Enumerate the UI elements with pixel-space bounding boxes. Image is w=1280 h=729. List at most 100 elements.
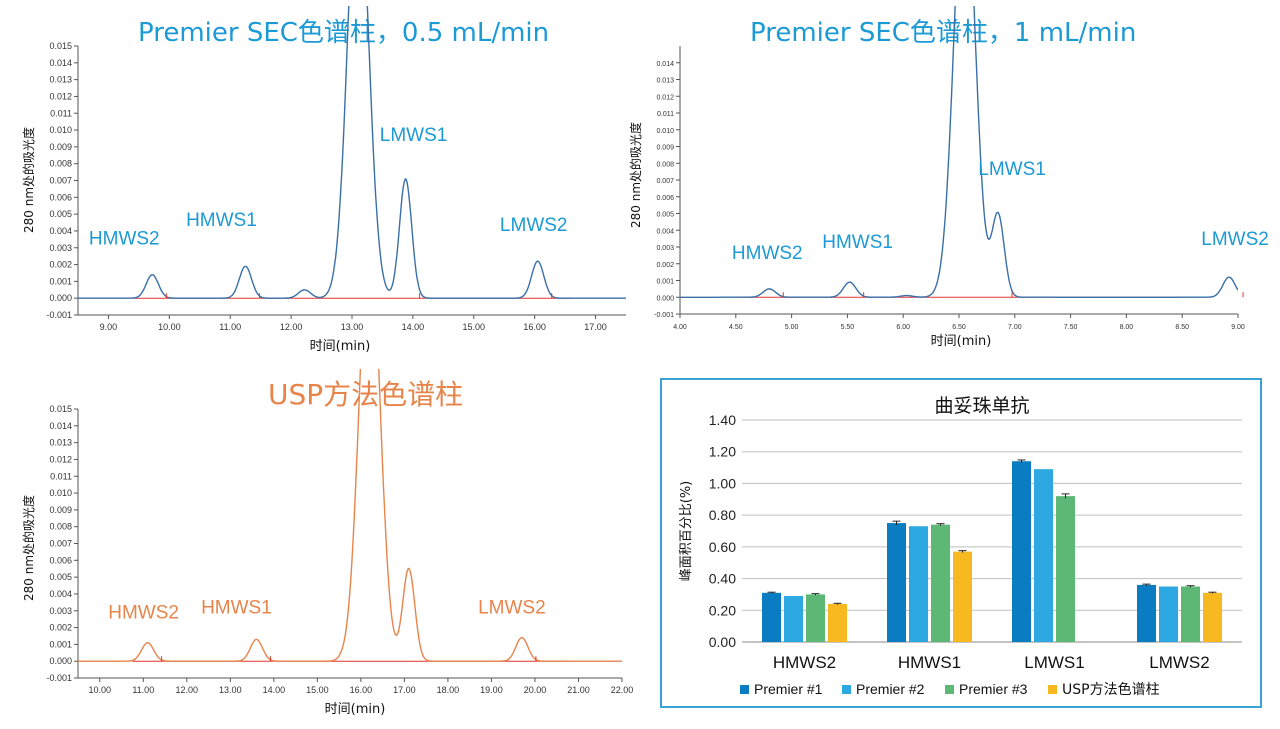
x-tick-label: 10.00 — [158, 322, 181, 332]
y-tick-label: 0.009 — [49, 142, 72, 152]
legend-swatch — [740, 685, 749, 694]
y-tick-label: 0.012 — [49, 454, 72, 464]
y-tick-label: 0.60 — [709, 539, 736, 555]
y-tick-label: 0.008 — [49, 159, 72, 169]
x-tick-label: 17.00 — [584, 322, 607, 332]
y-tick-label: 0.80 — [709, 507, 736, 523]
y-axis-title: 峰面积百分比(%) — [679, 481, 694, 582]
y-tick-label: 0.008 — [656, 161, 674, 168]
y-tick-label: -0.001 — [46, 310, 72, 320]
bar — [1034, 469, 1053, 642]
y-tick-label: 0.015 — [49, 41, 72, 51]
legend-label: Premier #1 — [754, 681, 823, 697]
y-tick-label: 0.010 — [49, 125, 72, 135]
y-tick-label: 0.007 — [656, 178, 674, 185]
y-axis-title: 280 nm处的吸光度 — [21, 127, 36, 233]
y-tick-label: 0.009 — [49, 505, 72, 515]
x-tick-label: 11.00 — [132, 685, 154, 695]
category-label: LMWS1 — [1024, 653, 1084, 672]
x-tick-label: 11.00 — [219, 322, 241, 332]
x-tick-label: 5.00 — [785, 324, 799, 331]
bar — [1159, 586, 1178, 642]
y-tick-label: 0.002 — [656, 262, 674, 269]
y-tick-label: 0.014 — [49, 421, 72, 431]
y-tick-label: 0.006 — [656, 195, 674, 202]
y-tick-label: 0.005 — [656, 212, 674, 219]
x-axis-title: 时间(min) — [310, 339, 371, 354]
y-tick-label: 0.001 — [49, 639, 72, 649]
x-tick-label: 6.00 — [896, 324, 910, 331]
x-tick-label: 22.00 — [611, 685, 634, 695]
y-tick-label: 0.015 — [49, 404, 72, 414]
category-label: LMWS2 — [1149, 653, 1209, 672]
y-tick-label: 0.005 — [49, 209, 72, 219]
bar — [806, 594, 825, 642]
bar-chart-title: 曲妥珠单抗 — [934, 395, 1029, 417]
y-tick-label: 0.006 — [49, 555, 72, 565]
y-tick-label: 0.004 — [656, 228, 674, 235]
legend-label: USP方法色谱柱 — [1062, 681, 1160, 698]
x-tick-label: 13.00 — [341, 322, 364, 332]
x-tick-label: 17.00 — [393, 685, 416, 695]
y-tick-label: 0.007 — [49, 176, 72, 186]
chromatogram-trace — [78, 6, 626, 299]
bar — [1012, 461, 1031, 642]
x-tick-label: 18.00 — [437, 685, 460, 695]
x-axis-title: 时间(min) — [325, 702, 386, 717]
chromatogram-usp: USP方法色谱柱 -0.001 0.000 0.001 0.002 0.003 0.004… — [0, 365, 640, 729]
chart-title: Premier SEC色谱柱，0.5 mL/min — [138, 18, 550, 48]
x-tick-label: 19.00 — [480, 685, 503, 695]
y-axis-title: 280 nm处的吸光度 — [628, 122, 643, 228]
peak-label-hmws1: HMWS1 — [186, 210, 257, 231]
x-tick-label: 16.00 — [523, 322, 546, 332]
x-tick-label: 13.00 — [219, 685, 242, 695]
y-tick-label: 0.012 — [656, 94, 674, 101]
x-tick-label: 14.00 — [263, 685, 286, 695]
y-tick-label: 0.001 — [49, 276, 72, 286]
peak-label-hmws1: HMWS1 — [822, 232, 893, 253]
peak-label-lmws2: LMWS2 — [1201, 229, 1269, 250]
chart-title: USP方法色谱柱 — [268, 378, 464, 411]
x-tick-label: 10.00 — [88, 685, 111, 695]
y-tick-label: 0.009 — [656, 145, 674, 152]
bar — [1056, 496, 1075, 642]
y-tick-label: 0.013 — [49, 75, 72, 85]
y-tick-label: 0.011 — [50, 108, 72, 118]
y-tick-label: 0.004 — [49, 226, 72, 236]
x-tick-label: 5.50 — [841, 324, 855, 331]
y-tick-label: 0.007 — [49, 539, 72, 549]
x-tick-label: 4.50 — [729, 324, 743, 331]
y-tick-label: 0.006 — [49, 192, 72, 202]
legend-label: Premier #2 — [856, 681, 925, 697]
y-tick-label: 0.014 — [656, 61, 674, 68]
y-tick-label: 0.008 — [49, 522, 72, 532]
legend-swatch — [842, 685, 851, 694]
y-tick-label: 0.010 — [656, 128, 674, 135]
legend-swatch — [1048, 685, 1057, 694]
peak-label-hmws2: HMWS2 — [732, 243, 803, 264]
legend-swatch — [945, 685, 954, 694]
bar — [1181, 586, 1200, 642]
bar — [762, 592, 781, 642]
y-tick-label: 0.000 — [49, 293, 72, 303]
category-label: HMWS1 — [898, 653, 961, 672]
bar — [1137, 584, 1156, 642]
category-label: HMWS2 — [773, 653, 836, 672]
x-tick-label: 7.50 — [1064, 324, 1078, 331]
y-tick-label: 0.40 — [709, 571, 736, 587]
x-tick-label: 8.50 — [1175, 324, 1189, 331]
y-tick-label: 0.012 — [49, 91, 72, 101]
peak-label-hmws1: HMWS1 — [201, 597, 272, 618]
chart-title: Premier SEC色谱柱，1 mL/min — [750, 18, 1137, 48]
x-tick-label: 6.50 — [952, 324, 966, 331]
peak-label-lmws2: LMWS2 — [478, 598, 546, 619]
y-tick-label: 0.000 — [656, 295, 674, 302]
y-tick-label: 0.005 — [49, 572, 72, 582]
x-tick-label: 14.00 — [402, 322, 425, 332]
y-tick-label: 0.000 — [49, 656, 72, 666]
x-tick-label: 16.00 — [350, 685, 373, 695]
chromatogram-premier-1: Premier SEC色谱柱，1 mL/min -0.001 0.000 0.001… — [620, 0, 1280, 360]
x-tick-label: 20.00 — [524, 685, 547, 695]
y-tick-label: 1.00 — [709, 475, 736, 491]
y-tick-label: 1.40 — [709, 412, 736, 428]
